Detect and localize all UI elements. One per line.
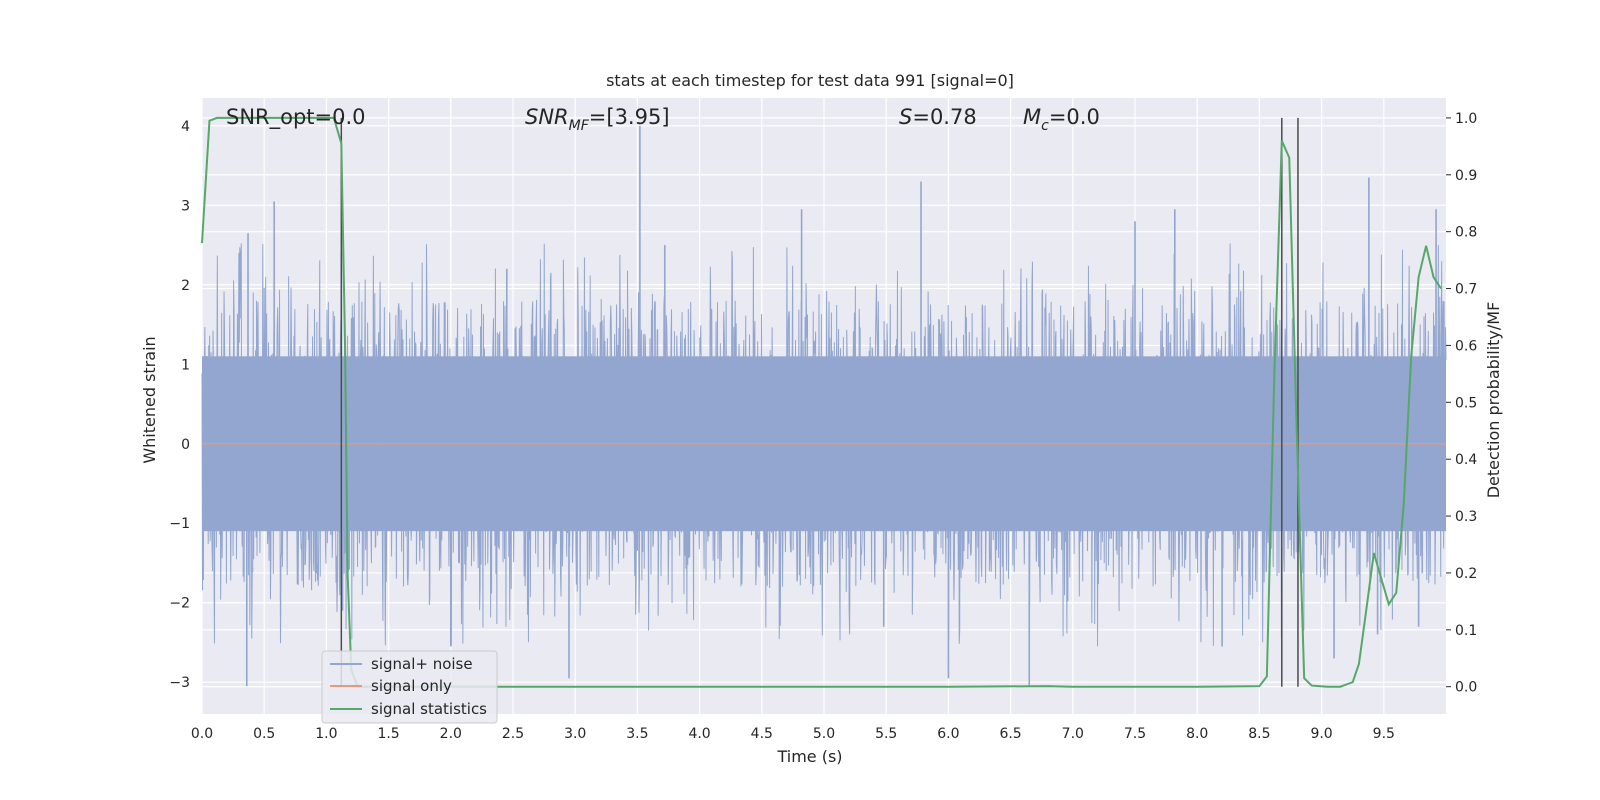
x-tick-label: 8.0 — [1186, 726, 1208, 742]
legend-label-signal-only: signal only — [371, 677, 452, 695]
annotation-s: S=0.78 — [899, 105, 977, 129]
s-main: S — [899, 105, 912, 129]
x-tick-label: 0.5 — [253, 726, 275, 742]
y-tick-label: 1 — [181, 357, 190, 373]
y2-tick-label: 0.2 — [1455, 566, 1477, 582]
snr-mf-sub: MF — [569, 118, 590, 134]
x-axis-ticks: 0.0 0.5 1.0 1.5 2.0 2.5 3.0 3.5 4.0 4.5 5.0 5.5 6.0 6… — [191, 726, 1395, 742]
noise-trace — [201, 243, 1447, 647]
y2-tick-label: 0.5 — [1455, 395, 1477, 411]
x-tick-label: 9.0 — [1310, 726, 1332, 742]
y2-tick-label: 1.0 — [1455, 111, 1477, 127]
x-tick-label: 4.0 — [688, 726, 710, 742]
legend: signal+ noise signal only signal statist… — [321, 650, 498, 724]
y2-tick-label: 0.3 — [1455, 509, 1477, 525]
y2-tick-label: 0.0 — [1455, 680, 1477, 696]
y2-tick-label: 0.8 — [1455, 225, 1477, 241]
x-tick-label: 4.5 — [751, 726, 773, 742]
y-tick-label: 3 — [181, 198, 190, 214]
x-tick-label: 6.0 — [937, 726, 959, 742]
x-tick-label: 7.0 — [1062, 726, 1084, 742]
legend-label-signal-plus-noise: signal+ noise — [371, 655, 473, 673]
annotation-mc: Mc=0.0 — [1023, 105, 1100, 134]
legend-box — [321, 650, 498, 724]
mc-value: =0.0 — [1049, 105, 1100, 129]
annotation-snr-opt: SNR_opt=0.0 — [226, 105, 366, 130]
signal-statistics-series — [201, 116, 1442, 688]
x-tick-label: 3.0 — [564, 726, 586, 742]
x-tick-label: 1.5 — [377, 726, 399, 742]
y-tick-label: −3 — [169, 675, 190, 691]
y2-tick-label: 0.7 — [1455, 282, 1477, 298]
y-tick-label: 2 — [181, 278, 190, 294]
chart-title: stats at each timestep for test data 991… — [606, 71, 1014, 90]
x-tick-label: 9.5 — [1373, 726, 1395, 742]
y-axis-ticks: −3 −2 −1 0 1 2 3 4 — [169, 119, 190, 691]
annotation-snr-mf: SNRMF=[3.95] — [525, 105, 670, 134]
y2-tick-label: 0.1 — [1455, 623, 1477, 639]
x-tick-label: 6.5 — [999, 726, 1021, 742]
x-tick-label: 7.5 — [1124, 726, 1146, 742]
x-axis-label: Time (s) — [776, 747, 842, 766]
y-axis-label: Whitened strain — [140, 336, 159, 463]
mc-sub: c — [1041, 118, 1049, 134]
x-tick-label: 2.5 — [502, 726, 524, 742]
x-tick-label: 1.0 — [315, 726, 337, 742]
s-value: =0.78 — [912, 105, 976, 129]
y-tick-label: 4 — [181, 119, 190, 135]
vertical-markers — [340, 117, 1299, 687]
y-tick-label: −2 — [169, 596, 190, 612]
y2-axis-ticks: 0.0 0.1 0.2 0.3 0.4 0.5 0.6 0.7 0.8 0.9 1.0 — [1446, 111, 1477, 696]
y2-tick-label: 0.6 — [1455, 338, 1477, 354]
y2-axis-label: Detection probability/MF — [1484, 302, 1503, 499]
x-tick-label: 3.5 — [626, 726, 648, 742]
legend-label-signal-statistics: signal statistics — [371, 700, 487, 718]
signal-statistics-line — [201, 116, 1442, 688]
x-tick-label: 0.0 — [191, 726, 213, 742]
y-tick-label: −1 — [169, 516, 190, 532]
x-tick-label: 8.5 — [1248, 726, 1270, 742]
x-tick-label: 5.5 — [875, 726, 897, 742]
snr-mf-value: =[3.95] — [589, 105, 670, 129]
snr-mf-main: SNR — [525, 105, 569, 129]
y-tick-label: 0 — [181, 437, 190, 453]
mc-main: M — [1023, 105, 1041, 129]
y2-tick-label: 0.4 — [1455, 452, 1477, 468]
x-tick-label: 5.0 — [813, 726, 835, 742]
y2-tick-label: 0.9 — [1455, 168, 1477, 184]
x-tick-label: 2.0 — [440, 726, 462, 742]
